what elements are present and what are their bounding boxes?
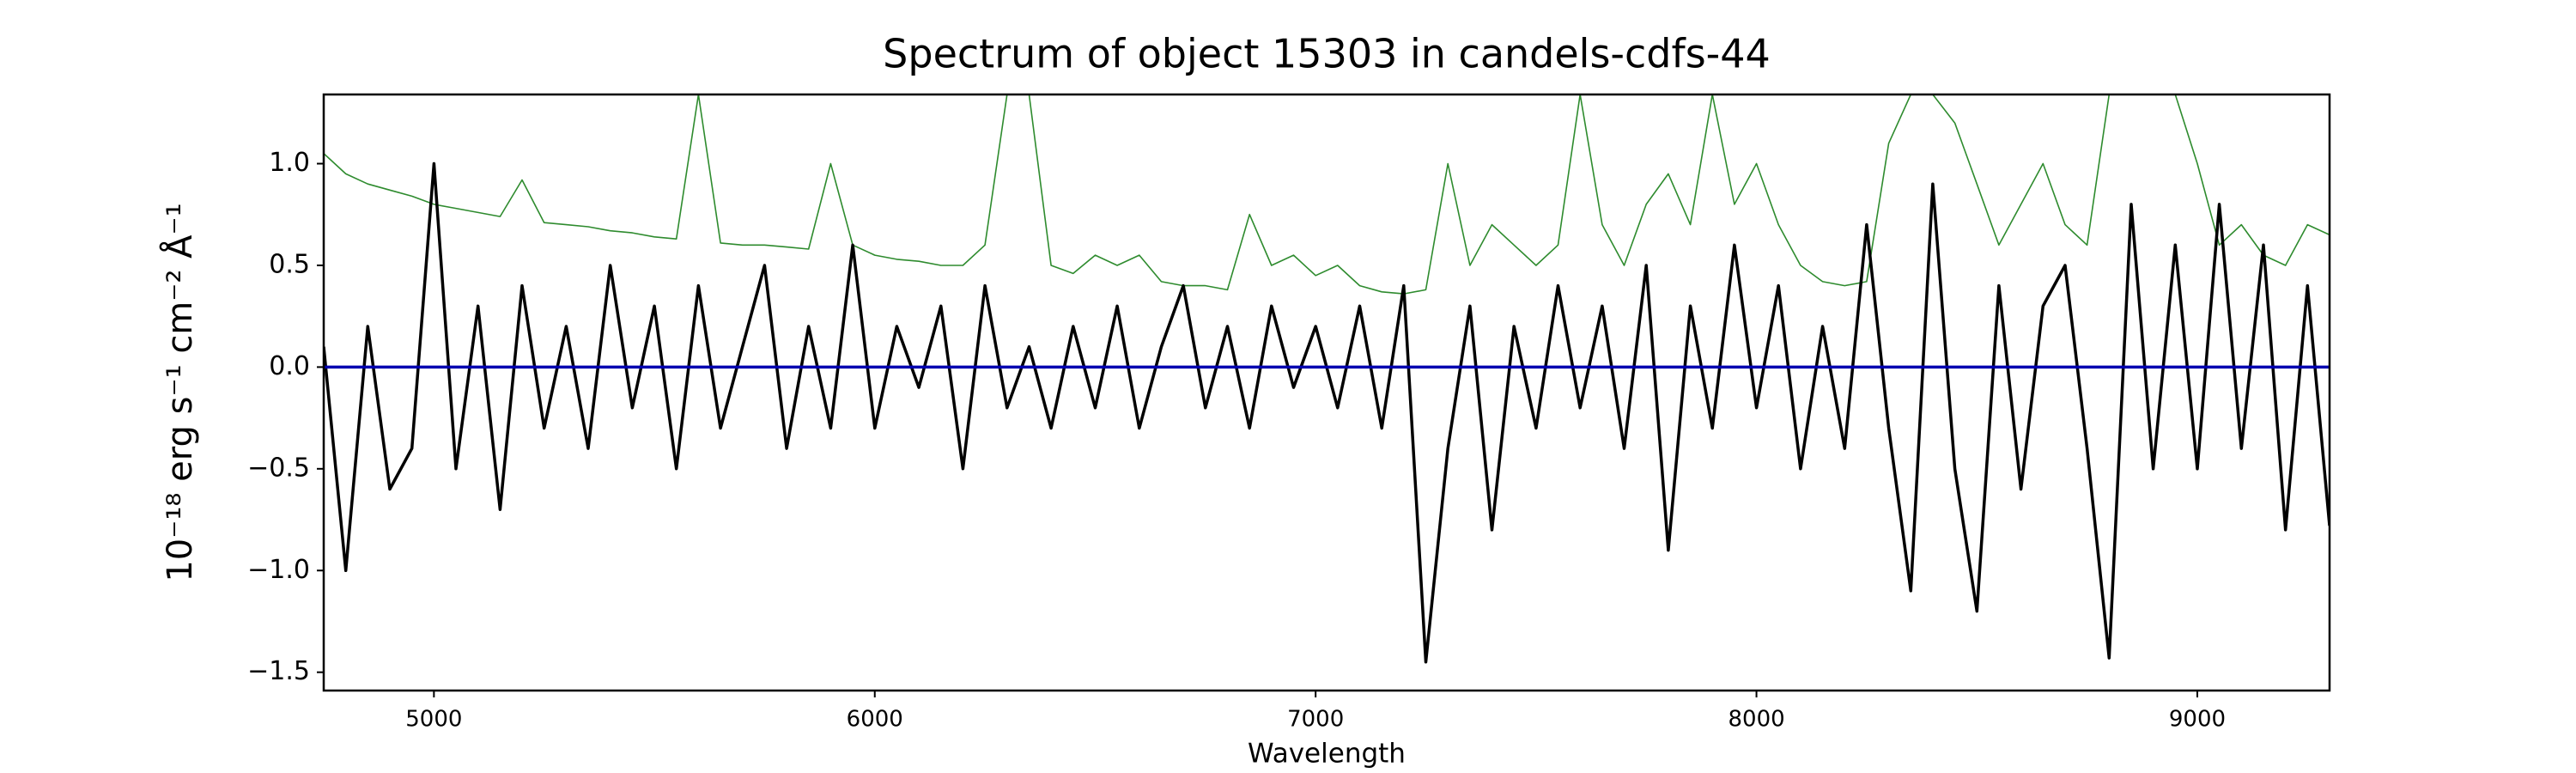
x-axis-label: Wavelength	[1248, 739, 1406, 770]
x-tick-label: 9000	[2169, 707, 2226, 733]
plot-frame	[322, 93, 2331, 692]
y-tick-label: −1.0	[247, 555, 310, 585]
y-axis-label: 10⁻¹⁸ erg s⁻¹ cm⁻² Å⁻¹	[159, 203, 200, 581]
x-tick-label: 7000	[1287, 707, 1344, 733]
y-tick-label: 1.0	[269, 148, 310, 178]
y-tick-label: 0.0	[269, 351, 310, 381]
y-tick-label: 0.5	[269, 249, 310, 279]
y-tick-label: −1.5	[247, 656, 310, 686]
x-tick-label: 8000	[1728, 707, 1784, 733]
spectrum-line	[324, 161, 2330, 664]
y-tick-label: −0.5	[247, 453, 310, 483]
x-tick-label: 5000	[405, 707, 462, 733]
chart-title: Spectrum of object 15303 in candels-cdfs…	[883, 31, 1771, 77]
x-tick-label: 6000	[847, 707, 903, 733]
plot-area	[324, 94, 2330, 664]
spectrum-line	[324, 94, 2330, 295]
